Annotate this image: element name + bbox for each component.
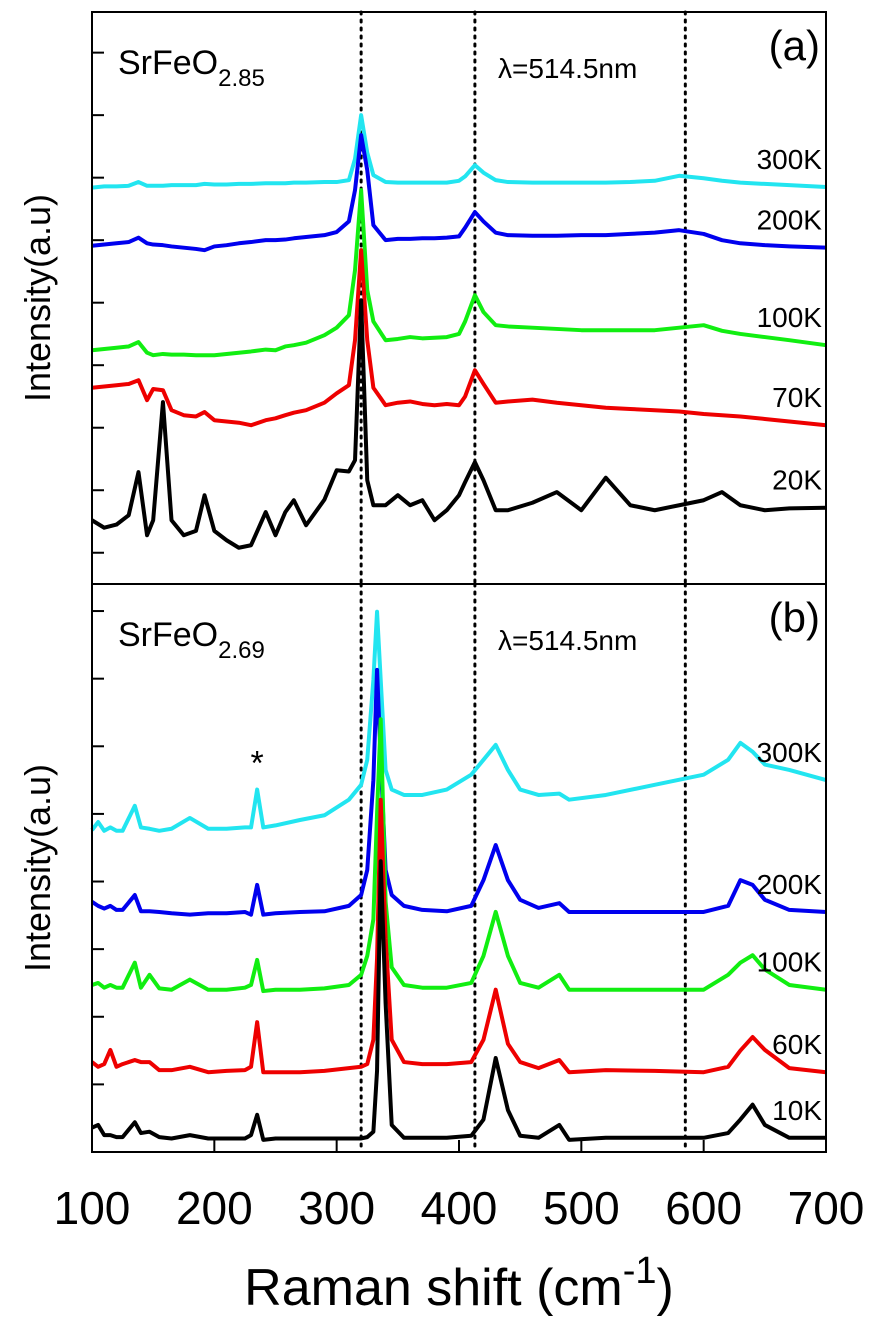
x-label-main: Raman shift (cm xyxy=(244,1259,623,1317)
series-label: 60K xyxy=(772,1029,822,1060)
spectrum-line xyxy=(91,113,827,190)
x-tick-label: 500 xyxy=(543,1182,620,1234)
series-label: 10K xyxy=(772,1095,822,1126)
formula: SrFeO2.85 xyxy=(118,44,265,92)
formula-subscript: 2.69 xyxy=(218,637,265,664)
spectrum-line xyxy=(91,859,826,1142)
series-label: 200K xyxy=(757,205,823,236)
panel-label: (b) xyxy=(769,594,820,641)
x-axis-label: Raman shift (cm-1) xyxy=(244,1250,674,1317)
spectrum-line xyxy=(90,298,827,550)
x-label-end: ) xyxy=(657,1259,674,1317)
wavelength-label: λ=514.5nm xyxy=(498,53,637,84)
series-label: 300K xyxy=(757,737,823,768)
y-axis-label: Intensity(a.u) xyxy=(17,764,58,972)
formula: SrFeO2.69 xyxy=(118,616,265,664)
series-label: 20K xyxy=(772,465,822,496)
spectrum-line xyxy=(90,609,827,833)
x-tick-label: 300 xyxy=(298,1182,375,1234)
formula-main: SrFeO xyxy=(118,616,218,654)
x-tick-label: 700 xyxy=(788,1182,865,1234)
spectrum-line xyxy=(91,248,827,428)
plot-frame xyxy=(91,583,827,1153)
series-label: 100K xyxy=(757,947,823,978)
spectrum-line xyxy=(90,797,827,1075)
spectrum-line xyxy=(90,667,827,917)
series-label: 70K xyxy=(772,382,822,413)
series-label: 200K xyxy=(757,869,823,900)
spectrum-line xyxy=(91,188,827,358)
x-label-superscript: -1 xyxy=(623,1250,657,1292)
annotation: * xyxy=(251,745,264,783)
x-tick-label: 400 xyxy=(421,1182,498,1234)
x-tick-label: 100 xyxy=(54,1182,131,1234)
formula-subscript: 2.85 xyxy=(218,65,265,92)
x-tick-label: 600 xyxy=(665,1182,742,1234)
spectrum-line xyxy=(91,717,827,994)
series-label: 300K xyxy=(757,144,823,175)
y-axis-label: Intensity(a.u) xyxy=(17,194,58,402)
x-tick-label: 200 xyxy=(176,1182,253,1234)
series-label: 100K xyxy=(757,302,823,333)
spectrum-line xyxy=(91,133,827,253)
wavelength-label: λ=514.5nm xyxy=(498,625,637,656)
formula-main: SrFeO xyxy=(118,44,218,82)
panel-label: (a) xyxy=(769,22,820,69)
